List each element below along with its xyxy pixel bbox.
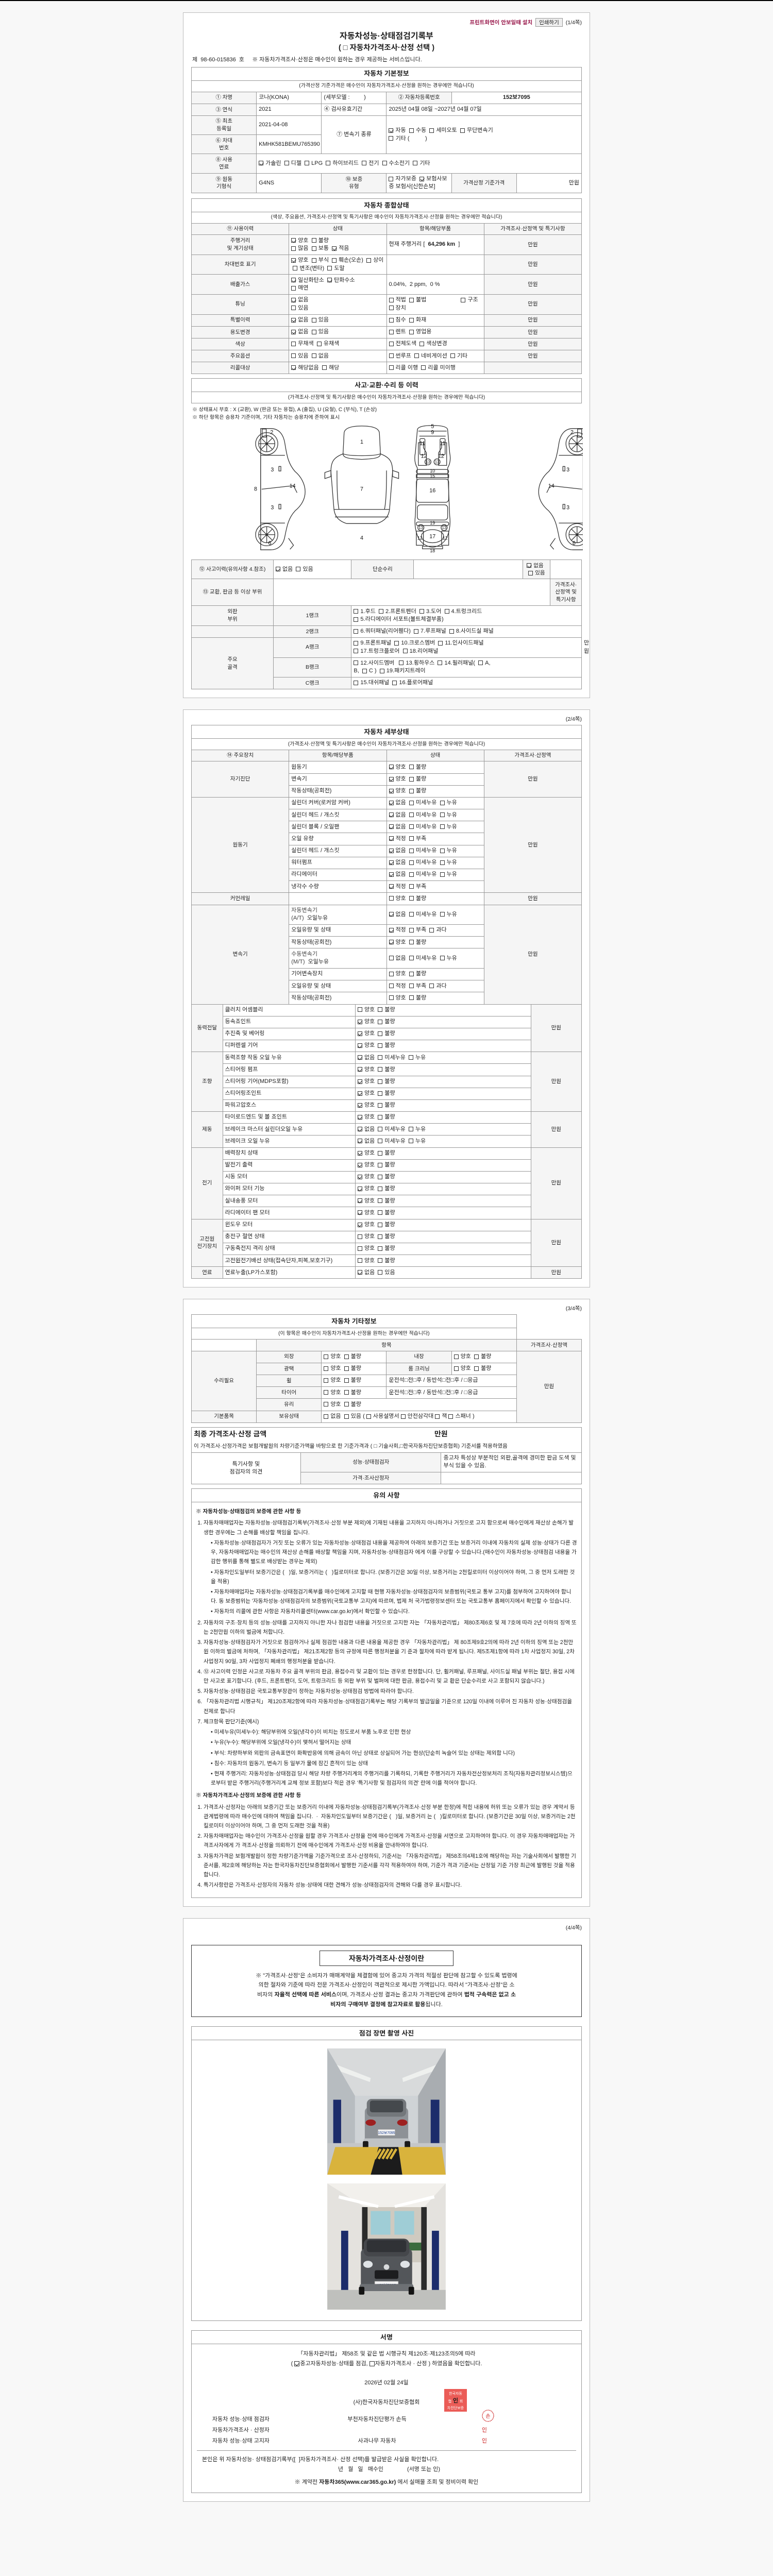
svg-text:15: 15: [430, 473, 435, 479]
svg-text:12: 12: [417, 536, 423, 541]
svg-text:16: 16: [429, 488, 435, 494]
svg-text:회: 회: [459, 2399, 462, 2403]
svg-text:12: 12: [438, 453, 444, 460]
svg-text:13: 13: [442, 526, 446, 530]
svg-text:한국자동: 한국자동: [449, 2391, 462, 2396]
svg-text:4: 4: [360, 535, 363, 541]
svg-text:12: 12: [443, 536, 448, 541]
svg-text:11: 11: [440, 440, 445, 447]
svg-text:6: 6: [268, 540, 271, 547]
svg-text:10: 10: [430, 468, 435, 473]
svg-text:12: 12: [421, 453, 427, 460]
svg-text:14: 14: [548, 483, 554, 489]
svg-text:협: 협: [448, 2399, 451, 2403]
svg-text:11: 11: [419, 440, 425, 447]
svg-text:2: 2: [270, 430, 273, 436]
svg-text:손: 손: [485, 2413, 490, 2419]
svg-text:13: 13: [435, 460, 440, 465]
svg-text:3: 3: [271, 467, 274, 473]
svg-text:13: 13: [418, 526, 423, 530]
svg-text:18: 18: [430, 548, 435, 553]
svg-text:19: 19: [430, 520, 435, 526]
svg-text:7: 7: [360, 486, 363, 493]
svg-text:2: 2: [570, 430, 574, 436]
svg-text:3: 3: [271, 505, 274, 511]
svg-text:152보7095: 152보7095: [378, 2131, 395, 2135]
svg-text:인: 인: [453, 2397, 458, 2404]
svg-text:차진단보증: 차진단보증: [447, 2405, 464, 2410]
svg-text:3: 3: [566, 505, 569, 511]
svg-text:6: 6: [573, 540, 576, 547]
svg-text:5: 5: [431, 423, 434, 430]
svg-text:14: 14: [290, 483, 296, 489]
svg-text:13: 13: [426, 460, 430, 465]
svg-text:1: 1: [360, 439, 363, 445]
svg-text:3: 3: [566, 467, 569, 473]
svg-text:9: 9: [431, 430, 434, 436]
svg-text:8: 8: [254, 486, 257, 493]
svg-text:17: 17: [429, 534, 435, 540]
